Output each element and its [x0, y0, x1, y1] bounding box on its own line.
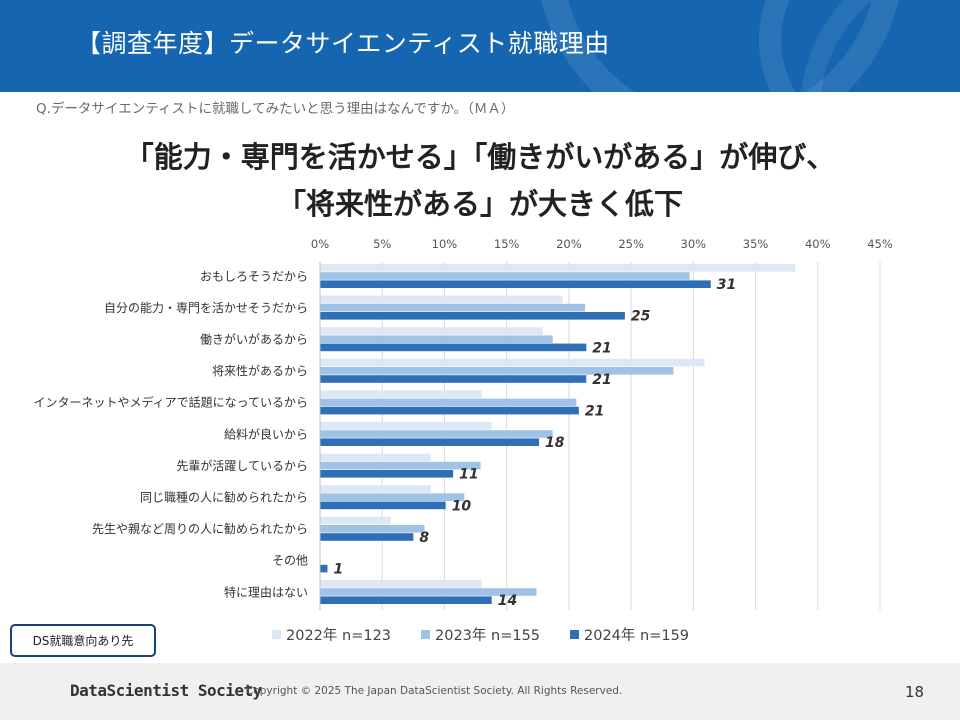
- data-label: 21: [592, 340, 611, 356]
- bar-2024: [320, 312, 625, 320]
- x-tick-label: 20%: [556, 237, 582, 251]
- bar-2023: [320, 461, 481, 470]
- x-tick-label: 0%: [311, 237, 329, 251]
- legend-item-2022: 2022年 n=123: [272, 624, 391, 645]
- legend-label-2024: 2024年 n=159: [584, 628, 690, 644]
- bar-2022: [320, 516, 391, 525]
- bar-2024: [320, 533, 414, 541]
- category-label: 先生や親など周りの人に勧められたから: [92, 522, 308, 536]
- bar-2024: [320, 375, 587, 383]
- legend-swatch-2024: [570, 630, 579, 639]
- decorative-arcs: [541, 0, 899, 92]
- bar-2024: [320, 470, 454, 478]
- bar-2023: [320, 430, 553, 438]
- page-title: 【調査年度】データサイエンティスト就職理由: [76, 29, 610, 58]
- legend-label-2022: 2022年 n=123: [286, 628, 392, 644]
- data-label: 14: [498, 593, 517, 609]
- bar-2022: [320, 264, 796, 272]
- bar-2022: [320, 580, 482, 588]
- category-label: 給料が良いから: [224, 426, 308, 441]
- bar-2022: [320, 453, 431, 462]
- category-label: インターネットやメディアで話題になっているから: [33, 395, 308, 410]
- x-tick-label: 10%: [432, 237, 458, 251]
- bar-2024: [320, 343, 587, 352]
- bar-2022: [320, 327, 543, 335]
- bar-2023: [320, 272, 690, 280]
- bar-chart: 0% 5% 10% 15% 20% 25% 30% 35% 40% 45% おもしろそうだから 31 自…: [33, 237, 893, 610]
- data-label: 25: [631, 309, 651, 325]
- x-tick-label: 45%: [867, 237, 893, 251]
- category-label: 先輩が活躍しているから: [176, 458, 308, 473]
- bar-2023: [320, 588, 537, 596]
- category-label: 同じ職種の人に勧められたから: [140, 491, 308, 505]
- bar-2024: [320, 438, 540, 446]
- x-tick-label: 35%: [743, 237, 769, 251]
- bar-2022: [320, 358, 705, 367]
- bar-2024: [320, 280, 711, 288]
- x-tick-label: 40%: [805, 237, 831, 251]
- bar-2023: [320, 493, 465, 501]
- category-label: おもしろそうだから: [200, 269, 308, 283]
- category-label: 特に理由はない: [224, 584, 308, 599]
- data-label: 11: [459, 467, 478, 483]
- category-label: 働きがいがあるから: [200, 332, 308, 347]
- legend-label-2023: 2023年 n=155: [435, 628, 541, 644]
- bar-2023: [320, 398, 577, 407]
- x-tick-label: 30%: [681, 237, 707, 251]
- bar-2023: [320, 303, 586, 312]
- bar-2022: [320, 295, 563, 304]
- footer-logo: DataScientist Society: [70, 681, 262, 700]
- bar-2024: [320, 501, 446, 510]
- headline-line-2: 「将来性がある」が大きく低下: [276, 187, 683, 221]
- category-label: 自分の能力・専門を活かせそうだから: [104, 301, 308, 315]
- headline-line-1: 「能力・専門を活かせる」「働きがいがある」が伸び、: [124, 140, 836, 174]
- bar-2023: [320, 335, 553, 343]
- data-label: 31: [717, 277, 736, 293]
- legend-swatch-2023: [421, 630, 430, 639]
- x-tick-label: 5%: [373, 237, 391, 251]
- data-label: 10: [452, 498, 472, 514]
- footer-copyright: Copyright © 2025 The Japan DataScientist…: [246, 685, 623, 697]
- bar-2024: [320, 596, 492, 604]
- legend-item-2023: 2023年 n=155: [421, 624, 540, 645]
- data-label: 21: [592, 372, 611, 388]
- data-label: 8: [419, 530, 429, 546]
- data-label: 21: [585, 404, 604, 420]
- header-bar: 【調査年度】データサイエンティスト就職理由: [0, 0, 960, 92]
- page-number: 18: [905, 683, 925, 701]
- category-label: その他: [272, 554, 308, 568]
- bar-2022: [320, 485, 431, 493]
- legend-swatch-2022: [272, 630, 281, 639]
- legend-item-2024: 2024年 n=159: [570, 624, 689, 645]
- survey-question: Q.データサイエンティストに就職してみたいと思う理由はなんですか。（ＭＡ）: [36, 101, 515, 117]
- segment-badge: DS就職意向あり先: [10, 624, 156, 657]
- data-label: 1: [333, 562, 343, 578]
- bar-2022: [320, 422, 492, 430]
- bar-2024: [320, 564, 328, 573]
- category-label: 将来性があるから: [212, 363, 308, 378]
- bar-2024: [320, 406, 579, 415]
- bar-2023: [320, 367, 674, 375]
- bar-2023: [320, 525, 425, 533]
- x-tick-label: 15%: [494, 237, 520, 251]
- x-tick-label: 25%: [618, 237, 644, 251]
- bar-2022: [320, 390, 482, 398]
- footer: DataScientist Society Copyright © 2025 T…: [0, 663, 960, 720]
- data-label: 18: [545, 435, 565, 451]
